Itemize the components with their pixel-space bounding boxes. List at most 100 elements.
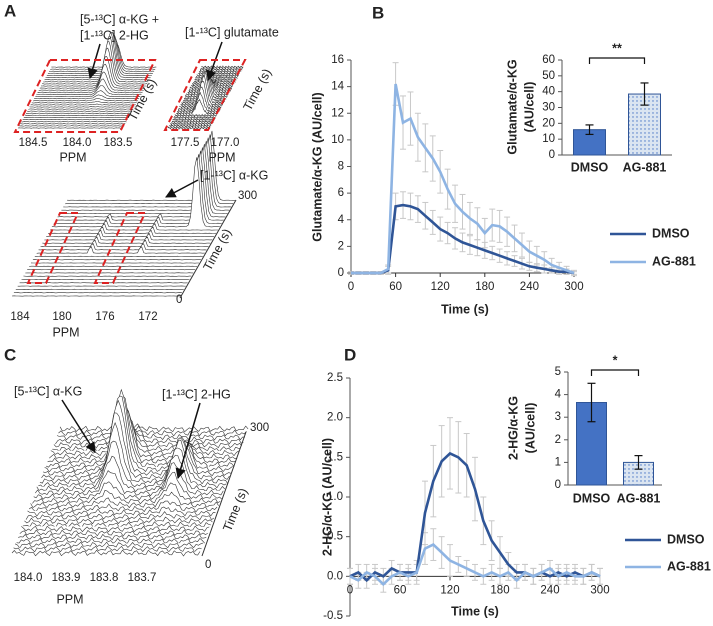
ppm-label: PPM <box>52 325 79 339</box>
ppm-tick: 184 <box>10 311 30 323</box>
time-axis <box>201 431 247 557</box>
spectrum-trace <box>42 236 211 244</box>
time-axis <box>179 199 237 299</box>
spectrum-trace <box>22 521 211 529</box>
spectrum-trace <box>38 243 207 251</box>
spectrum-trace <box>19 125 125 127</box>
spectrum-trace <box>19 529 208 537</box>
y-tick-label: 16 <box>331 54 344 66</box>
spectrum-trace <box>170 121 213 126</box>
spectrum-trace <box>26 112 132 114</box>
panel-letter: C <box>4 345 16 364</box>
y-tick-label: 5 <box>555 366 561 378</box>
y-tick-label: 50 <box>542 70 555 82</box>
spectrum-trace <box>27 110 133 112</box>
x-tick-label: 240 <box>540 584 559 596</box>
spectrum-trace <box>42 47 148 85</box>
time-tick: 0 <box>205 559 211 571</box>
ppm-tick: 184.5 <box>19 137 48 149</box>
spectrum-trace <box>18 533 207 541</box>
spectrum-trace <box>49 223 218 231</box>
spectrum-trace <box>43 41 149 83</box>
spectrum-trace <box>16 537 205 545</box>
peak-label: [1-¹³C] α-KG <box>200 168 268 182</box>
x-tick-label: 300 <box>590 584 609 596</box>
y-tick-label: 8 <box>338 161 344 173</box>
ppm-tick: 183.5 <box>104 137 133 149</box>
ppm-tick: 184.0 <box>63 137 92 149</box>
spectrum-trace <box>40 239 209 248</box>
y-tick-label: 10 <box>542 133 555 145</box>
significance-label: ** <box>612 41 622 55</box>
ppm-tick: 184.0 <box>14 572 43 584</box>
highlight-box <box>26 212 80 284</box>
panel-letter: A <box>4 1 16 20</box>
spectrum-trace <box>59 423 249 433</box>
time-label: Time (s) <box>241 66 275 113</box>
ppm-tick: 177.0 <box>211 137 240 149</box>
time-tick: 300 <box>238 190 257 202</box>
time-tick: 300 <box>250 422 269 434</box>
y-tick-label: 60 <box>542 54 555 66</box>
data-line <box>349 543 601 587</box>
spectrum-trace <box>28 500 218 513</box>
spectrum-trace <box>173 115 216 120</box>
y-tick-label: 2 <box>338 240 344 252</box>
error-bar <box>585 124 594 136</box>
y-tick-label: 2 <box>555 434 561 446</box>
time-label: Time (s) <box>126 76 160 123</box>
spectrum-trace <box>50 410 239 457</box>
spectrum-trace <box>38 71 144 91</box>
x-tick-label: 0 <box>347 584 353 596</box>
legend-label: AG-881 <box>667 559 711 573</box>
y-tick-label: 6 <box>338 187 344 199</box>
spectrum-trace <box>53 420 243 449</box>
y-tick-label: 12 <box>331 107 344 119</box>
y-tick-label: 2.5 <box>327 372 343 384</box>
arrow <box>61 399 96 453</box>
spectrum-trace <box>13 545 202 553</box>
spectrum-trace <box>37 78 143 93</box>
spectrum-trace <box>32 98 138 102</box>
spectrum-trace <box>45 32 151 79</box>
spectrum-trace <box>36 85 142 96</box>
data-line <box>351 83 575 275</box>
spectrum-trace <box>44 35 150 81</box>
spectrum-trace <box>52 414 241 453</box>
x-tick-label: AG-881 <box>623 160 667 174</box>
data-line <box>349 451 601 583</box>
y-axis-label: 2-HG/α-KG <box>506 396 520 460</box>
ppm-tick: 176 <box>95 311 114 323</box>
spectrum-trace <box>46 229 215 238</box>
y-axis-label: Glutamate/α-KG <box>505 59 519 154</box>
panel-letter: B <box>372 3 384 22</box>
ppm-tick: 177.5 <box>171 137 200 149</box>
spectrum-trace <box>20 123 126 125</box>
spectrum-trace <box>36 246 205 254</box>
x-tick-label: 0 <box>348 281 354 293</box>
y-tick-label: 1.0 <box>327 491 343 503</box>
spectrum-trace <box>195 75 238 80</box>
y-tick-label: 0 <box>555 479 561 491</box>
y-tick-label: 4 <box>555 389 562 401</box>
ppm-label: PPM <box>56 592 83 606</box>
panel-letter: D <box>344 345 356 364</box>
error-bar <box>597 567 603 585</box>
y-tick-label: 0.5 <box>327 531 343 543</box>
spectrum-trace <box>176 98 219 115</box>
x-tick-label: 60 <box>389 281 402 293</box>
time-label: Time (s) <box>220 486 250 533</box>
y-tick-label: 2.0 <box>327 412 343 424</box>
spectrum-trace <box>51 157 220 228</box>
y-tick-label: 30 <box>542 102 555 114</box>
spectrum-trace <box>172 117 215 122</box>
arrow <box>175 402 201 480</box>
spectrum-trace <box>46 31 152 77</box>
spectrum-trace <box>17 127 124 129</box>
spectrum-trace <box>174 113 218 118</box>
spectrum-trace <box>40 56 146 87</box>
y-axis-label: (AU/cell) <box>522 82 536 133</box>
ppm-label: PPM <box>59 150 86 164</box>
x-tick-label: 240 <box>520 281 539 293</box>
spectrum-trace <box>22 118 128 121</box>
